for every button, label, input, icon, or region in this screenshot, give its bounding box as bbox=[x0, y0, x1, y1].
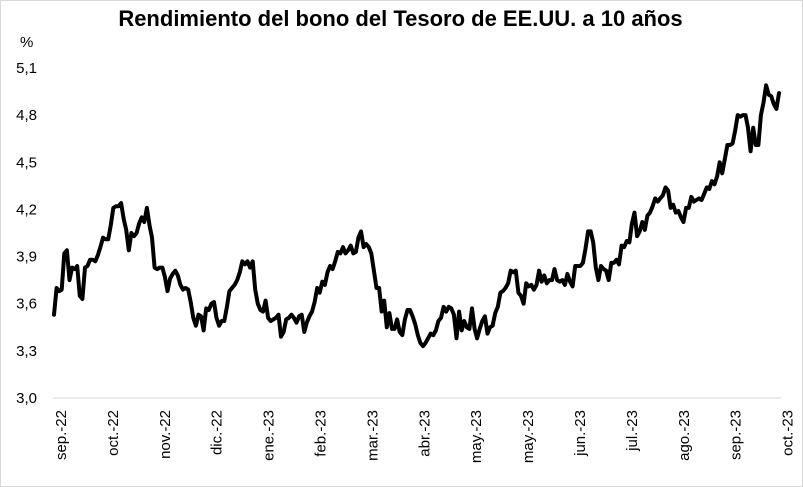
x-tick-label: dic.-22 bbox=[209, 410, 226, 455]
y-tick-label: 3,9 bbox=[16, 249, 37, 266]
x-tick-label: jun.-23 bbox=[572, 410, 589, 457]
y-tick-label: 3,0 bbox=[16, 390, 37, 407]
x-tick-label: nov.-22 bbox=[157, 410, 174, 459]
y-tick-label: 4,8 bbox=[16, 107, 37, 124]
x-tick-label: sep.-22 bbox=[53, 410, 70, 460]
x-tick-label: may.-23 bbox=[520, 410, 537, 463]
y-tick-label: 4,5 bbox=[16, 154, 37, 171]
x-tick-label: oct.-22 bbox=[105, 410, 122, 456]
y-tick-labels: 3,0 3,3 3,6 3,9 4,2 4,5 4,8 5,1 bbox=[16, 60, 37, 407]
series-line bbox=[52, 83, 781, 349]
x-tick-label: jul.-23 bbox=[624, 410, 641, 452]
x-tick-labels: sep.-22 oct.-22 nov.-22 dic.-22 ene.-23 feb.-… bbox=[53, 410, 797, 463]
x-tick-label: may.-23 bbox=[468, 410, 485, 463]
y-tick-label: 3,6 bbox=[16, 296, 37, 313]
x-tick-label: oct.-23 bbox=[780, 410, 797, 456]
y-unit-label: % bbox=[20, 34, 34, 51]
x-tick-label: ene.-23 bbox=[261, 410, 278, 461]
x-tick-label: abr.-23 bbox=[416, 410, 433, 457]
x-tick-label: sep.-23 bbox=[728, 410, 745, 460]
y-tick-label: 4,2 bbox=[16, 201, 37, 218]
x-tick-label: ago.-23 bbox=[676, 410, 693, 461]
x-tick-label: mar.-23 bbox=[364, 410, 381, 461]
y-tick-label: 5,1 bbox=[16, 60, 37, 77]
x-tick-label: feb.-23 bbox=[313, 410, 330, 457]
chart-title: Rendimiento del bono del Tesoro de EE.UU… bbox=[118, 6, 683, 31]
y-tick-label: 3,3 bbox=[16, 343, 37, 360]
